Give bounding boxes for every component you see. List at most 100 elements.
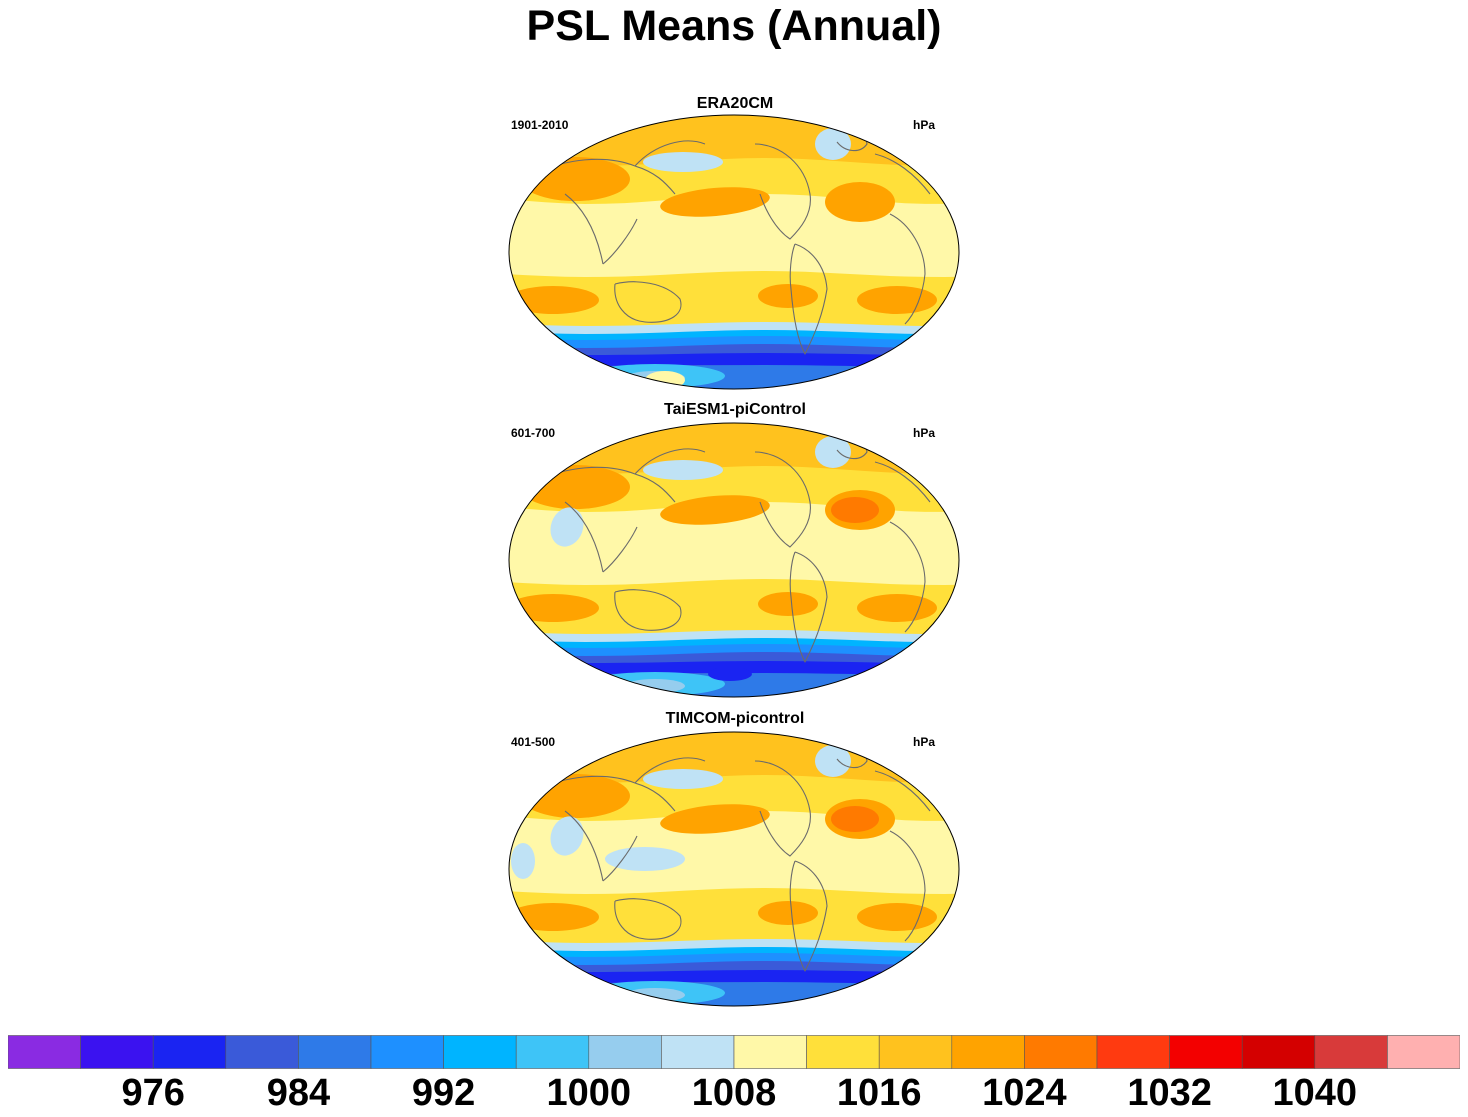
panel-period: 1901-2010: [511, 118, 569, 132]
pressure-cell: [758, 592, 818, 616]
coastline: [754, 143, 811, 240]
pressure-cell: [815, 128, 851, 160]
colorbar-swatch: [1314, 1035, 1388, 1069]
coastline: [614, 589, 682, 631]
pressure-cell: [758, 284, 818, 308]
colorbar-swatch: [1024, 1035, 1098, 1069]
pressure-cell: [857, 903, 937, 931]
pressure-cell: [831, 497, 879, 523]
colorbar-swatch: [878, 1035, 953, 1069]
panel-title: ERA20CM: [696, 95, 774, 112]
colorbar-swatch: [1169, 1035, 1243, 1069]
map-border: [508, 731, 960, 1007]
coastline: [789, 551, 828, 663]
colorbar-swatch: [515, 1035, 590, 1069]
pressure-cell: [660, 187, 770, 217]
coastline: [874, 153, 931, 325]
pressure-cell: [605, 847, 685, 871]
pressure-cell: [520, 774, 630, 818]
pressure-cell: [643, 769, 723, 789]
coastline: [874, 770, 931, 942]
pressure-cell: [550, 507, 584, 547]
pressure-cell: [625, 679, 685, 693]
colorbar-label: 1040: [1272, 1072, 1358, 1114]
pressure-band: [509, 888, 959, 942]
panel-units: hPa: [913, 118, 936, 132]
pressure-cell: [815, 436, 851, 468]
coastline: [789, 243, 828, 355]
colorbar-swatch: [661, 1035, 735, 1069]
colorbar-label: 992: [411, 1072, 476, 1114]
colorbar-label: 1032: [1127, 1072, 1212, 1114]
coastline: [754, 451, 811, 548]
map-border: [508, 422, 960, 698]
colorbar-swatch: [588, 1035, 662, 1069]
colorbar-label: 1016: [836, 1072, 922, 1114]
panel-units: hPa: [913, 426, 936, 440]
panel-units: hPa: [913, 735, 936, 749]
pressure-band: [509, 982, 959, 1006]
pressure-cell: [509, 594, 599, 622]
pressure-band: [509, 970, 959, 984]
colorbar-swatch: [806, 1035, 880, 1069]
pressure-cell: [660, 804, 770, 834]
coastline: [754, 760, 811, 857]
colorbar-swatch: [1241, 1035, 1316, 1069]
colorbar-swatch: [733, 1035, 807, 1069]
colorbar-swatch: [298, 1035, 372, 1069]
colorbar: [8, 1035, 1460, 1069]
pressure-cell: [643, 460, 723, 480]
colorbar-swatch: [1387, 1035, 1460, 1069]
colorbar-swatch: [443, 1035, 517, 1069]
pressure-cell: [758, 901, 818, 925]
pressure-cell: [520, 465, 630, 509]
pressure-cell: [708, 667, 752, 681]
colorbar-swatch: [152, 1035, 227, 1069]
pressure-band: [509, 271, 959, 325]
colorbar-label: 1000: [546, 1072, 632, 1114]
coastline: [564, 501, 638, 573]
colorbar-swatch: [225, 1035, 299, 1069]
colorbar-label: 1008: [691, 1072, 777, 1114]
figure-title: PSL Means (Annual): [526, 2, 942, 50]
pressure-cell: [625, 988, 685, 1002]
pressure-cell: [645, 371, 685, 389]
pressure-cell: [509, 903, 599, 931]
pressure-cell: [857, 286, 937, 314]
panel-period: 601-700: [511, 426, 556, 440]
pressure-band: [509, 353, 959, 367]
colorbar-label: 1024: [982, 1072, 1067, 1114]
map-taiesm1: [508, 422, 960, 698]
pressure-cell: [815, 745, 851, 777]
panel-title: TIMCOM-picontrol: [665, 710, 805, 727]
coastline: [789, 860, 828, 972]
coastline: [874, 461, 931, 633]
pressure-cell: [511, 843, 535, 879]
colorbar-label: 984: [266, 1072, 331, 1114]
coastline: [614, 281, 682, 323]
colorbar-swatch: [1096, 1035, 1170, 1069]
colorbar-swatch: [8, 1035, 81, 1069]
pressure-cell: [550, 816, 584, 856]
pressure-cell: [643, 152, 723, 172]
panel-period: 401-500: [511, 735, 556, 749]
panel-title: TaiESM1-piControl: [664, 401, 806, 418]
coastline: [564, 810, 638, 882]
colorbar-swatch: [951, 1035, 1025, 1069]
coastline: [614, 898, 682, 940]
colorbar-swatch: [370, 1035, 444, 1069]
pressure-cell: [660, 495, 770, 525]
pressure-cell: [509, 286, 599, 314]
pressure-cell: [825, 182, 895, 222]
pressure-cell: [857, 594, 937, 622]
map-border: [508, 114, 960, 390]
coastline: [564, 193, 638, 265]
colorbar-swatch: [80, 1035, 154, 1069]
pressure-cell: [520, 157, 630, 201]
pressure-band: [509, 365, 959, 389]
map-era20cm: [508, 114, 960, 390]
pressure-cell: [831, 806, 879, 832]
colorbar-label: 976: [121, 1072, 185, 1114]
pressure-band: [509, 579, 959, 633]
map-timcom: [508, 731, 960, 1007]
